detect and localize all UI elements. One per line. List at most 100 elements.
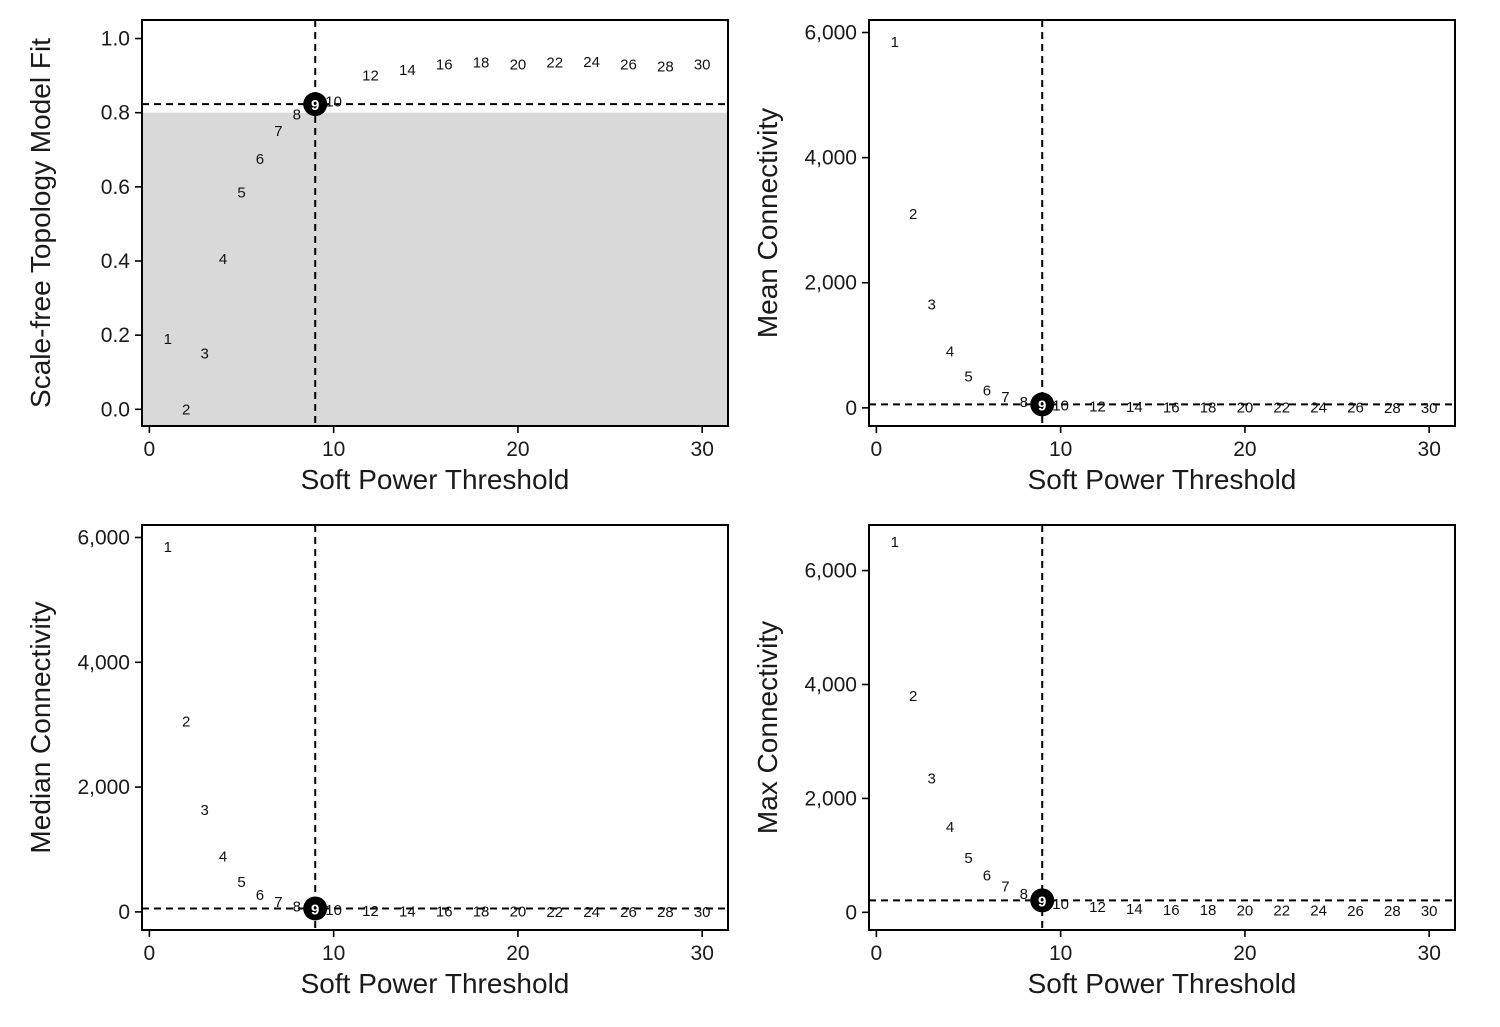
point-label: 20 bbox=[1237, 902, 1254, 919]
point-label: 14 bbox=[1126, 399, 1143, 416]
shaded-region bbox=[142, 112, 728, 426]
point-label: 18 bbox=[1200, 902, 1217, 919]
y-tick-label: 2,000 bbox=[804, 787, 857, 810]
point-label: 12 bbox=[362, 903, 379, 920]
x-tick-label: 30 bbox=[691, 438, 714, 461]
point-label: 14 bbox=[1126, 901, 1143, 918]
point-label: 16 bbox=[436, 904, 453, 921]
point-label: 12 bbox=[362, 68, 379, 85]
plot-frame bbox=[141, 524, 729, 931]
point-label: 4 bbox=[219, 848, 227, 865]
point-label: 8 bbox=[293, 107, 301, 124]
point-label: 5 bbox=[964, 850, 972, 867]
point-label: 30 bbox=[694, 56, 711, 73]
point-label: 6 bbox=[983, 867, 991, 884]
y-tick-label: 0.8 bbox=[101, 102, 130, 125]
point-label: 24 bbox=[583, 54, 600, 71]
point-label: 1 bbox=[891, 534, 899, 551]
point-label: 7 bbox=[274, 123, 282, 140]
x-tick-label: 20 bbox=[506, 438, 529, 461]
selected-point-marker bbox=[303, 896, 328, 921]
point-label: 6 bbox=[256, 887, 264, 904]
y-tick-label: 0 bbox=[845, 397, 857, 420]
x-tick-label: 10 bbox=[1049, 942, 1072, 965]
y-tick-label: 0.4 bbox=[101, 250, 131, 273]
selected-point-marker bbox=[1030, 888, 1055, 913]
point-label: 16 bbox=[1163, 902, 1180, 919]
y-tick-label: 0 bbox=[118, 901, 130, 924]
y-tick-label: 2,000 bbox=[77, 776, 130, 799]
point-label: 10 bbox=[325, 902, 342, 919]
point-label: 10 bbox=[325, 94, 342, 111]
x-axis-title: Soft Power Threshold bbox=[301, 464, 570, 495]
y-tick-label: 4,000 bbox=[804, 147, 857, 170]
y-tick-label: 0.2 bbox=[101, 324, 130, 347]
point-label: 2 bbox=[909, 688, 917, 705]
point-label: 5 bbox=[964, 369, 972, 386]
point-label: 3 bbox=[200, 346, 208, 363]
x-tick-label: 30 bbox=[1418, 438, 1441, 461]
x-axis-title: Soft Power Threshold bbox=[301, 968, 570, 999]
point-label: 28 bbox=[1384, 903, 1401, 920]
point-label: 18 bbox=[473, 904, 490, 921]
point-label: 26 bbox=[1347, 903, 1364, 920]
plot-frame bbox=[868, 524, 1456, 931]
point-label: 4 bbox=[946, 344, 954, 361]
point-label: 30 bbox=[1421, 903, 1438, 920]
point-label: 8 bbox=[1020, 886, 1028, 903]
x-tick-label: 30 bbox=[691, 942, 714, 965]
x-tick-label: 10 bbox=[322, 942, 345, 965]
point-label: 22 bbox=[1273, 400, 1290, 417]
plot-frame bbox=[141, 19, 729, 427]
x-tick-label: 0 bbox=[871, 942, 883, 965]
point-label: 22 bbox=[546, 55, 563, 72]
point-label: 14 bbox=[399, 903, 416, 920]
point-label: 7 bbox=[274, 894, 282, 911]
point-label: 28 bbox=[657, 904, 674, 921]
point-label: 24 bbox=[583, 904, 600, 921]
point-label: 20 bbox=[1237, 400, 1254, 417]
point-label: 2 bbox=[182, 714, 190, 731]
x-tick-label: 20 bbox=[1233, 942, 1256, 965]
x-tick-label: 30 bbox=[1418, 942, 1441, 965]
point-label: 6 bbox=[983, 382, 991, 399]
point-label: 8 bbox=[293, 899, 301, 916]
point-label: 16 bbox=[436, 56, 453, 73]
point-label: 3 bbox=[200, 802, 208, 819]
point-label: 2 bbox=[909, 206, 917, 223]
y-tick-label: 1.0 bbox=[101, 28, 130, 51]
y-tick-label: 2,000 bbox=[804, 272, 857, 295]
point-label: 26 bbox=[620, 56, 637, 73]
point-label: 10 bbox=[1052, 398, 1069, 415]
y-tick-label: 0 bbox=[845, 901, 857, 924]
selected-point-label: 9 bbox=[311, 97, 319, 114]
point-label: 10 bbox=[1052, 896, 1069, 913]
point-label: 4 bbox=[946, 819, 954, 836]
y-tick-label: 6,000 bbox=[804, 560, 857, 583]
point-label: 1 bbox=[891, 34, 899, 51]
point-label: 5 bbox=[237, 874, 245, 891]
selected-point-marker bbox=[303, 92, 328, 117]
x-tick-label: 0 bbox=[144, 438, 156, 461]
point-label: 7 bbox=[1001, 389, 1009, 406]
selected-point-marker bbox=[1030, 392, 1055, 417]
point-label: 30 bbox=[1421, 400, 1438, 417]
y-axis-title: Mean Connectivity bbox=[752, 108, 783, 338]
y-tick-label: 0.0 bbox=[101, 398, 130, 421]
point-label: 26 bbox=[1347, 400, 1364, 417]
point-label: 24 bbox=[1310, 400, 1327, 417]
point-label: 3 bbox=[927, 297, 935, 314]
x-tick-label: 20 bbox=[1233, 438, 1256, 461]
x-tick-label: 20 bbox=[506, 942, 529, 965]
point-label: 6 bbox=[256, 151, 264, 168]
y-tick-label: 4,000 bbox=[77, 651, 130, 674]
selected-point-label: 9 bbox=[1038, 397, 1046, 414]
y-tick-label: 0.6 bbox=[101, 176, 130, 199]
x-tick-label: 10 bbox=[322, 438, 345, 461]
point-label: 20 bbox=[510, 56, 527, 73]
point-label: 18 bbox=[1200, 400, 1217, 417]
point-label: 1 bbox=[164, 331, 172, 348]
